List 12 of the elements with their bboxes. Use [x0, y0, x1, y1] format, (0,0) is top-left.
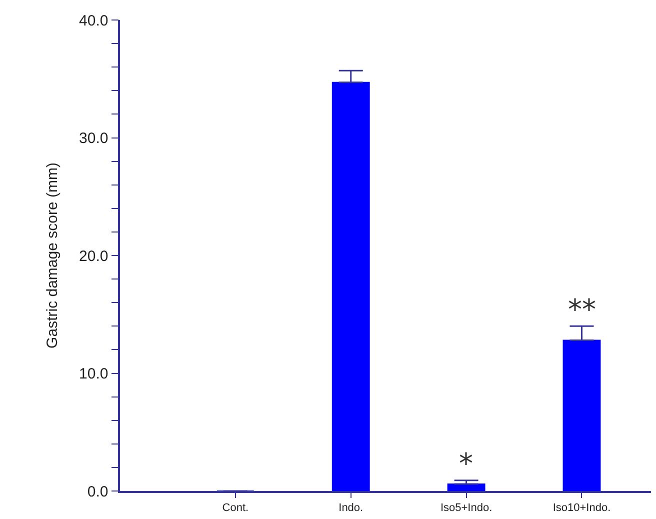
x-tick-label: Indo. [338, 502, 364, 514]
annotation: ** [568, 293, 596, 326]
y-tick-label: 20.0 [79, 248, 108, 265]
y-tick-label: 30.0 [79, 130, 108, 147]
x-tick-label: Cont. [222, 502, 249, 514]
y-tick-label: 0.0 [87, 483, 108, 500]
x-tick-label: Iso10+Indo. [552, 502, 611, 514]
annotation: * [459, 447, 473, 480]
y-tick-label: 10.0 [79, 366, 108, 382]
y-axis-title: Gastric damage score (mm) [44, 162, 61, 348]
x-tick-label: Iso5+Indo. [440, 502, 492, 514]
y-tick-label: 40.0 [79, 12, 108, 30]
